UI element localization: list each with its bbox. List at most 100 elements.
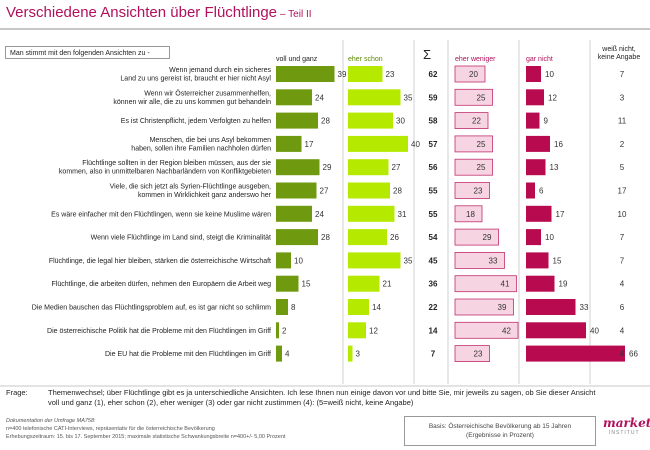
title-divider [0, 28, 650, 30]
title-main: Verschiedene Ansichten über Flüchtlinge [6, 4, 278, 21]
row-label: Flüchtlinge sollten in der Region bleibe… [59, 160, 271, 176]
value-sum: 56 [429, 163, 438, 172]
bar-gar-nicht [526, 89, 544, 106]
title-subtitle: – Teil II [280, 9, 312, 20]
value-gar-nicht: 16 [554, 140, 563, 149]
value-gar-nicht: 19 [559, 280, 568, 289]
value-voll: 28 [321, 233, 330, 242]
bar-voll [276, 112, 318, 129]
bar-gar-nicht [526, 345, 625, 362]
value-eher-weniger: 25 [477, 93, 486, 102]
bar-eher-weniger [454, 135, 493, 153]
value-voll: 28 [321, 117, 330, 126]
bar-eher-weniger [454, 298, 514, 316]
colhead-voll: voll und ganz [276, 56, 318, 63]
value-eher: 14 [372, 303, 381, 312]
value-voll: 15 [302, 280, 311, 289]
bar-eher [348, 252, 401, 269]
value-sum: 22 [429, 303, 438, 312]
question-label: Man stimmt mit den folgenden Ansichten z… [5, 46, 170, 59]
value-eher-weniger: 29 [483, 233, 492, 242]
value-eher-weniger: 23 [474, 187, 483, 196]
value-weiss-nicht: 7 [620, 70, 625, 79]
bar-voll [276, 275, 299, 292]
value-sum: 45 [429, 256, 438, 265]
logo-sub: INSTITUT [609, 430, 640, 436]
bar-gar-nicht [526, 66, 541, 82]
bar-eher [348, 229, 387, 246]
row-label: Die österreichische Politik hat die Prob… [47, 328, 271, 335]
frage-label: Frage: [6, 388, 28, 397]
chart: Wenn jemand durch ein sicheres Land zu un… [0, 40, 650, 387]
value-eher: 35 [404, 93, 413, 102]
value-gar-nicht: 12 [548, 93, 557, 102]
value-sum: 57 [429, 140, 438, 149]
bar-eher-weniger [454, 65, 486, 83]
value-sum: 58 [429, 117, 438, 126]
value-eher-weniger: 39 [498, 303, 507, 312]
value-sum: 14 [429, 326, 438, 335]
row-label: Es ist Christenpflicht, jedem Verfolgten… [121, 118, 271, 125]
value-voll: 27 [320, 187, 329, 196]
value-eher-weniger: 22 [472, 117, 481, 126]
value-gar-nicht: 6 [539, 187, 544, 196]
value-eher: 23 [386, 70, 395, 79]
value-eher-weniger: 25 [477, 140, 486, 149]
bar-eher-weniger [454, 158, 493, 176]
value-eher-weniger: 25 [477, 163, 486, 172]
value-sum: 55 [429, 187, 438, 196]
bar-eher-weniger [454, 112, 489, 129]
value-eher: 28 [393, 187, 402, 196]
bar-eher-weniger [454, 321, 519, 339]
row-label: Wenn viele Flüchtlinge im Land sind, ste… [91, 235, 271, 242]
value-weiss-nicht: 11 [618, 117, 627, 126]
bar-gar-nicht [526, 252, 549, 269]
value-weiss-nicht: 4 [620, 326, 625, 335]
bar-eher [348, 89, 401, 106]
value-gar-nicht: 15 [553, 256, 562, 265]
value-voll: 17 [305, 140, 314, 149]
bar-voll [276, 345, 282, 362]
bar-eher [348, 135, 408, 152]
basis-line-2: (Ergebnisse in Prozent) [466, 432, 534, 439]
bar-eher [348, 275, 380, 292]
bar-eher-weniger [454, 228, 499, 246]
doc-line-1: n=400 telefonische CATI-Interviews, repr… [6, 426, 215, 432]
value-weiss-nicht: 3 [620, 93, 625, 102]
value-voll: 29 [323, 163, 332, 172]
value-gar-nicht: 9 [544, 117, 549, 126]
bar-eher [348, 66, 383, 82]
colhead-gar-nicht: gar nicht [526, 56, 553, 63]
bar-voll [276, 182, 317, 199]
value-eher: 3 [356, 350, 361, 359]
value-eher-weniger: 42 [502, 326, 511, 335]
value-weiss-nicht: 7 [620, 256, 625, 265]
bar-eher [348, 205, 395, 222]
colhead-sum: Σ [423, 47, 432, 62]
value-weiss-nicht: 7 [620, 233, 625, 242]
colhead-weiss-nicht: weiß nicht, keine Angabe [597, 46, 641, 61]
bar-gar-nicht [526, 135, 550, 152]
value-sum: 7 [431, 350, 436, 359]
value-eher-weniger: 23 [474, 350, 483, 359]
bar-eher [348, 112, 393, 129]
bar-gar-nicht [526, 299, 576, 315]
row-label: Wenn jemand durch ein sicheres Land zu un… [120, 67, 271, 83]
value-sum: 62 [429, 70, 438, 79]
value-eher: 35 [404, 256, 413, 265]
value-eher-weniger: 33 [489, 256, 498, 265]
value-gar-nicht: 17 [556, 210, 565, 219]
doc-title-text: Dokumentation der Umfrage MA758: [6, 418, 96, 424]
row-label: Es wäre einfacher mit den Flüchtlingen, … [51, 211, 271, 218]
doc-line-2: Erhebungszeitraum: 15. bis 17. September… [6, 434, 286, 440]
value-eher-weniger: 18 [466, 210, 475, 219]
value-eher: 30 [396, 117, 405, 126]
value-voll: 39 [338, 70, 347, 79]
bar-voll [276, 159, 320, 176]
bar-gar-nicht [526, 229, 541, 246]
row-label: Flüchtlinge, die legal hier bleiben, stä… [49, 258, 271, 265]
value-weiss-nicht: 2 [620, 140, 625, 149]
value-weiss-nicht: 4 [620, 280, 625, 289]
bar-eher [348, 159, 389, 176]
bar-eher-weniger [454, 345, 490, 363]
